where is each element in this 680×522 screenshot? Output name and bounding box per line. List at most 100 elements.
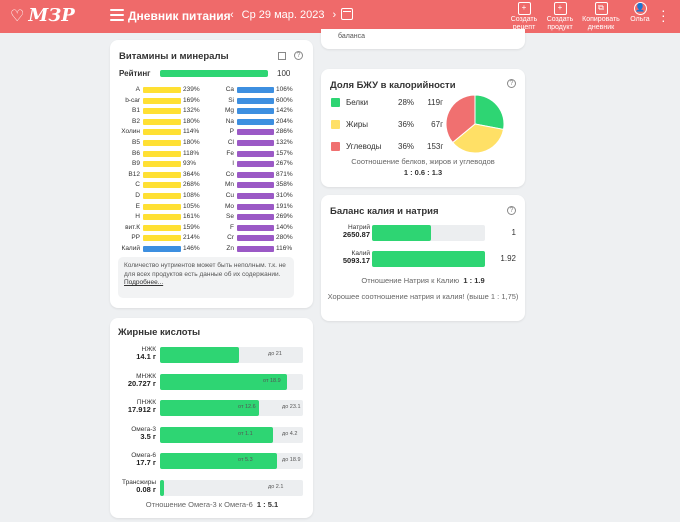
mineral-percent[interactable]: 191%	[276, 202, 293, 210]
vitamin-label[interactable]: D	[135, 192, 140, 199]
fatty-acid-min[interactable]: от 1.1	[238, 430, 253, 437]
mineral-percent[interactable]: 286%	[276, 128, 293, 136]
table-view-icon[interactable]	[278, 52, 286, 60]
fatty-acid-amount[interactable]: 14.1 г	[136, 352, 156, 361]
fatty-acid-track[interactable]: до 21	[160, 347, 303, 363]
vitamin-percent[interactable]: 118%	[183, 149, 200, 157]
create-product-button[interactable]: + Создать продукт	[546, 2, 574, 31]
mineral-label[interactable]: Mo	[224, 202, 234, 210]
vitamin-label[interactable]: B6	[132, 149, 140, 157]
vitamin-label[interactable]: B12	[128, 170, 140, 178]
mineral-percent[interactable]: 140%	[276, 223, 293, 231]
copy-diary-button[interactable]: ⧉ Копировать дневник	[582, 2, 620, 31]
fatty-acid-label[interactable]: МНЖК 20.727 г	[112, 373, 156, 387]
vitamin-label[interactable]: B1	[132, 107, 140, 115]
mineral-bar[interactable]	[237, 118, 274, 125]
calendar-icon[interactable]	[341, 8, 353, 20]
vitamin-percent[interactable]: 161%	[183, 213, 200, 221]
macro-swatch[interactable]	[331, 98, 340, 107]
mineral-bar[interactable]	[237, 161, 274, 168]
mineral-label[interactable]: Cr	[227, 234, 234, 242]
fatty-acid-max[interactable]: до 4.2	[282, 430, 298, 437]
fatty-acid-max[interactable]: до 18.9	[282, 457, 301, 463]
vitamin-percent[interactable]: 268%	[183, 181, 200, 189]
chevron-right-icon[interactable]: ›	[332, 9, 337, 21]
mineral-bar[interactable]	[237, 150, 274, 157]
create-recipe-button[interactable]: + Создать рецепт	[510, 2, 538, 31]
mineral-percent[interactable]: 157%	[276, 149, 293, 157]
fatty-acid-fill[interactable]	[160, 426, 273, 443]
menu-icon[interactable]	[110, 9, 124, 21]
mineral-label[interactable]: Se	[226, 213, 234, 221]
mineral-label[interactable]: Cu	[225, 192, 234, 199]
vitamin-percent[interactable]: 364%	[183, 170, 200, 178]
fatty-acid-name[interactable]: МНЖК	[136, 372, 156, 380]
vitamin-percent[interactable]: 180%	[183, 117, 200, 125]
vitamin-bar[interactable]	[143, 108, 181, 115]
mineral-label[interactable]: Cl	[227, 139, 234, 146]
mineral-label[interactable]: Mn	[224, 181, 234, 189]
vitamin-bar[interactable]	[143, 118, 181, 125]
vitamin-label[interactable]: A	[135, 86, 140, 93]
more-menu-icon[interactable]: · · ·	[661, 2, 666, 28]
vitamin-label[interactable]: E	[135, 202, 140, 210]
fatty-acid-min[interactable]: от 12.6	[238, 404, 256, 410]
balance-label[interactable]: Калий 5093.17	[324, 250, 370, 264]
mineral-bar[interactable]	[237, 193, 274, 199]
fatty-acid-min[interactable]: от 5.3	[238, 457, 253, 463]
mineral-percent[interactable]: 269%	[276, 213, 293, 221]
fatty-acid-amount[interactable]: 0.08 г	[136, 484, 156, 494]
mineral-bar[interactable]	[237, 203, 274, 210]
balance-amount[interactable]: 2650.87	[342, 230, 370, 239]
vitamin-percent[interactable]: 105%	[183, 202, 200, 210]
balance-fill[interactable]	[372, 225, 431, 241]
fatty-acid-name[interactable]: Омега-6	[131, 452, 156, 459]
mineral-bar[interactable]	[237, 97, 274, 104]
mineral-bar[interactable]	[237, 108, 274, 115]
mineral-label[interactable]: P	[229, 128, 234, 136]
mineral-bar[interactable]	[237, 171, 274, 178]
balance-ratio[interactable]: 1.92	[500, 254, 516, 263]
macro-grams[interactable]: 153г	[427, 142, 444, 151]
balance-fill[interactable]	[372, 251, 485, 267]
mineral-bar[interactable]	[237, 87, 274, 93]
vitamin-label[interactable]: H	[135, 213, 140, 221]
fatty-acid-label[interactable]: Омега-3 3.5 г	[112, 426, 156, 440]
mineral-bar[interactable]	[237, 246, 274, 252]
vitamin-bar[interactable]	[143, 150, 181, 157]
vitamin-label[interactable]: B5	[132, 139, 140, 146]
help-icon[interactable]: ?	[507, 79, 516, 88]
vitamin-percent[interactable]: 146%	[183, 245, 200, 252]
mineral-percent[interactable]: 142%	[276, 107, 293, 115]
macro-name[interactable]: Углеводы	[346, 142, 382, 151]
fatty-acid-name[interactable]: ПНЖК	[136, 399, 156, 406]
mineral-percent[interactable]: 116%	[276, 245, 293, 252]
balance-track[interactable]	[372, 251, 485, 267]
mineral-percent[interactable]: 132%	[276, 139, 293, 146]
fatty-acid-label[interactable]: НЖК 14.1 г	[112, 346, 156, 360]
mineral-label[interactable]: F	[230, 223, 234, 231]
fatty-acid-amount[interactable]: 17.912 г	[127, 405, 156, 414]
balance-track[interactable]	[372, 225, 485, 241]
vitamin-bar[interactable]	[143, 235, 181, 242]
chevron-left-icon[interactable]: ‹	[230, 9, 234, 21]
vitamin-percent[interactable]: 214%	[183, 234, 200, 242]
macro-percent[interactable]: 36%	[398, 142, 415, 151]
mineral-percent[interactable]: 106%	[276, 86, 293, 93]
balance-label[interactable]: Натрий 2650.87	[324, 224, 370, 238]
macro-percent[interactable]: 28%	[398, 98, 415, 107]
more-link[interactable]: Подробнее...	[124, 279, 164, 286]
fatty-acid-label[interactable]: Трансжиры 0.08 г	[112, 479, 156, 493]
fatty-acid-amount[interactable]: 3.5 г	[140, 431, 156, 441]
fatty-acid-name[interactable]: Омега-3	[131, 425, 156, 433]
balance-name[interactable]: Калий	[351, 250, 370, 257]
macro-grams[interactable]: 119г	[427, 98, 443, 107]
balance-ratio[interactable]: 1	[511, 228, 516, 237]
fatty-acid-fill[interactable]	[160, 400, 259, 416]
vitamin-bar[interactable]	[143, 140, 181, 146]
vitamin-bar[interactable]	[143, 161, 181, 168]
macro-swatch[interactable]	[331, 142, 340, 151]
fatty-acid-name[interactable]: НЖК	[141, 346, 156, 353]
vitamin-percent[interactable]: 239%	[183, 86, 200, 93]
vitamin-bar[interactable]	[143, 246, 181, 252]
